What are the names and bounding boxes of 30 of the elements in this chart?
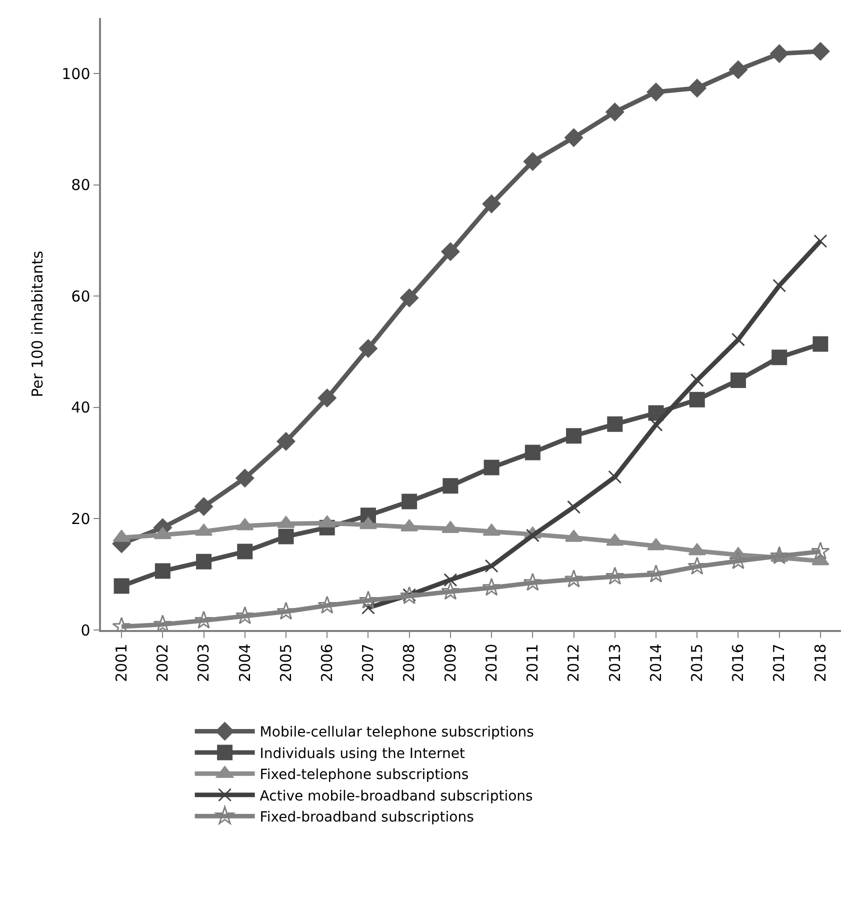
x-tick-label: 2015	[688, 644, 706, 682]
x-tick-label: 2013	[606, 644, 624, 682]
x-tick-label: 2004	[236, 644, 254, 682]
x-tick-label: 2018	[811, 644, 830, 682]
y-tick-label: 40	[71, 398, 90, 417]
x-tick-label: 2009	[441, 644, 460, 682]
x-tick-label: 2016	[729, 644, 748, 682]
y-tick-label: 20	[71, 510, 90, 528]
x-tick-label: 2011	[524, 644, 542, 682]
y-tick-label: 100	[62, 64, 90, 83]
x-tick-label: 2014	[646, 644, 665, 682]
x-tick-label: 2002	[154, 644, 172, 682]
legend-label: Mobile-cellular telephone subscriptions	[260, 724, 534, 741]
legend-label: Active mobile-broadband subscriptions	[260, 788, 533, 804]
y-tick-label: 60	[71, 287, 90, 306]
x-tick-label: 2006	[318, 644, 336, 682]
x-tick-label: 2008	[400, 644, 418, 682]
x-tick-label: 2010	[482, 644, 500, 682]
legend-label: Fixed-telephone subscriptions	[260, 767, 469, 784]
y-tick-label: 80	[71, 176, 90, 194]
y-tick-label: 0	[80, 621, 90, 640]
y-axis-title: Per 100 inhabitants	[28, 250, 46, 398]
x-tick-label: 2003	[194, 644, 213, 682]
x-tick-label: 2001	[112, 644, 130, 682]
legend-label: Individuals using the Internet	[260, 746, 466, 762]
legend-label: Fixed-broadband subscriptions	[260, 810, 474, 826]
x-tick-label: 2007	[359, 644, 378, 682]
x-tick-label: 2012	[564, 644, 583, 682]
x-tick-label: 2017	[770, 644, 788, 682]
x-tick-label: 2005	[276, 644, 295, 682]
